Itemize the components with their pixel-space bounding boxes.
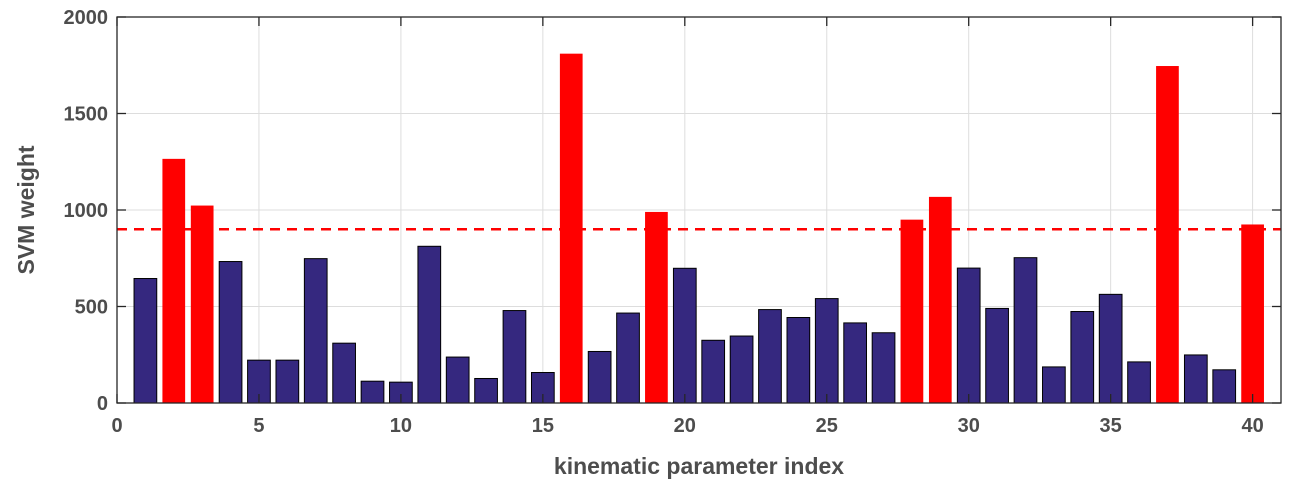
- bar: [1127, 361, 1151, 404]
- bar: [445, 356, 470, 404]
- x-tick-label: 40: [1241, 415, 1263, 437]
- x-axis-label: kinematic parameter index: [554, 453, 844, 479]
- y-tick-label: 1000: [64, 200, 109, 222]
- x-tick-label: 30: [958, 415, 980, 437]
- x-tick-label: 10: [390, 415, 412, 437]
- bar: [786, 317, 811, 404]
- y-tick-label: 500: [75, 297, 108, 319]
- x-tick-label: 5: [253, 415, 264, 437]
- y-tick-label: 1500: [64, 104, 109, 126]
- bar: [1241, 224, 1264, 403]
- y-tick-labels: 0 500 1000 1500 2000: [64, 7, 109, 415]
- bar: [1098, 293, 1123, 404]
- bar: [1013, 257, 1038, 404]
- bar: [645, 211, 668, 403]
- bar: [900, 219, 924, 403]
- y-tick-label: 2000: [64, 7, 109, 29]
- bar: [1042, 366, 1066, 404]
- bar: [672, 267, 697, 404]
- bar: [956, 267, 981, 404]
- x-tick-labels: 0 5 10 15 20 25 30 35 40: [111, 415, 1263, 437]
- bar: [218, 261, 243, 404]
- tick-marks: [116, 16, 1281, 404]
- bar: [1183, 354, 1208, 404]
- bar: [814, 298, 839, 404]
- bar: [587, 350, 612, 404]
- bar: [502, 310, 527, 404]
- y-axis-label: SVM weight: [13, 145, 39, 274]
- bar: [985, 307, 1009, 404]
- x-tick-label: 35: [1100, 415, 1122, 437]
- bar: [871, 332, 896, 404]
- bars: [133, 53, 1264, 404]
- y-tick-label: 0: [97, 393, 108, 415]
- bar: [843, 322, 868, 404]
- bar: [332, 342, 356, 404]
- bar: [701, 339, 726, 404]
- bar: [758, 309, 782, 404]
- bar: [190, 205, 214, 403]
- x-tick-label: 0: [111, 415, 122, 437]
- bar: [1156, 66, 1179, 403]
- bar: [417, 245, 442, 404]
- bar: [559, 53, 583, 404]
- x-tick-label: 15: [532, 415, 554, 437]
- bar: [360, 380, 385, 404]
- bar: [133, 278, 158, 404]
- x-tick-label: 20: [674, 415, 696, 437]
- bar: [928, 196, 952, 403]
- bar: [729, 335, 754, 404]
- bar: [162, 158, 186, 403]
- bar: [303, 258, 328, 404]
- bar: [616, 312, 640, 404]
- bar: [1212, 369, 1237, 404]
- bar: [1070, 311, 1095, 404]
- bar: [474, 377, 498, 404]
- x-tick-label: 25: [816, 415, 838, 437]
- bar: [275, 359, 300, 404]
